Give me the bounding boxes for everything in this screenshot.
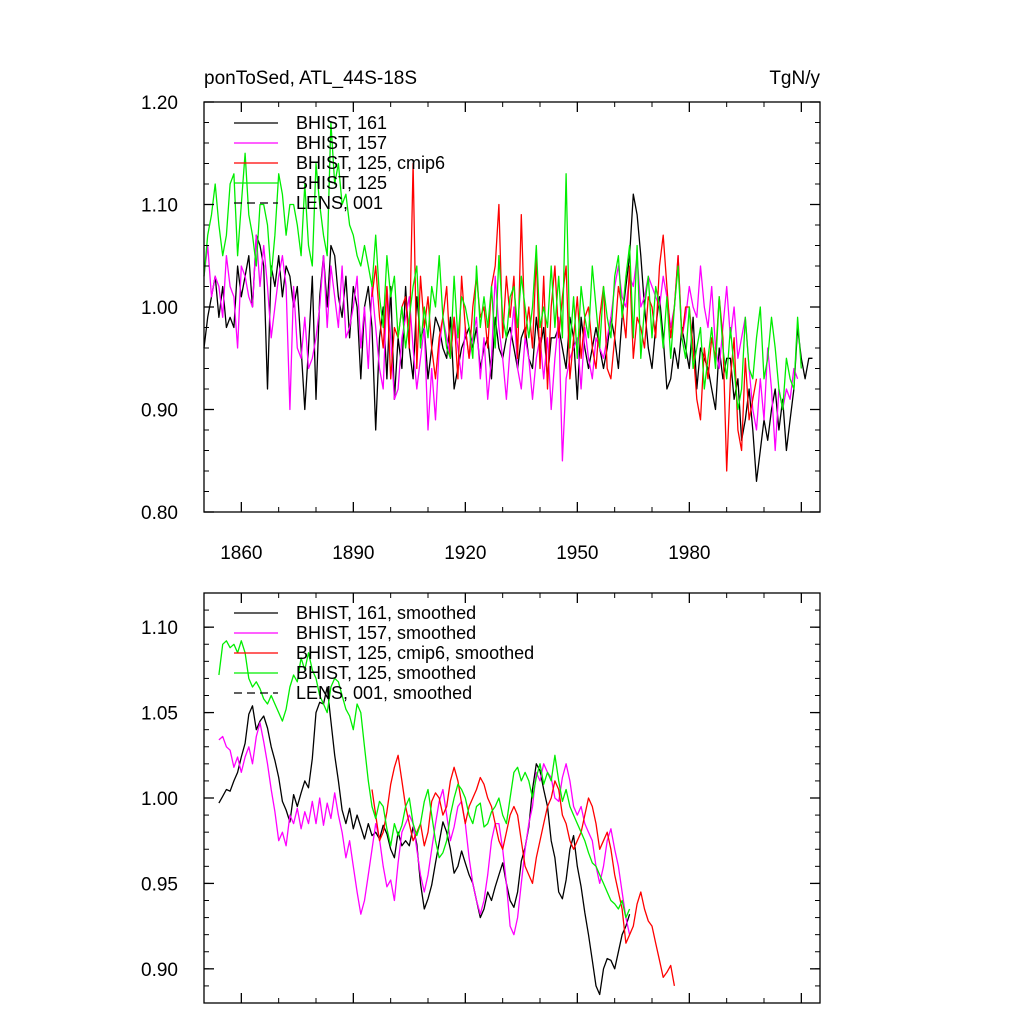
y-tick-label: 1.20 — [141, 93, 178, 114]
y-tick-label: 1.05 — [141, 704, 178, 725]
legend-label: BHIST, 161, smoothed — [296, 603, 476, 623]
legend-label: LENS, 001, smoothed — [296, 683, 472, 703]
x-tick-label: 1980 — [668, 543, 710, 564]
series-line-2 — [371, 754, 676, 987]
legend-label: BHIST, 125, cmip6, smoothed — [296, 643, 534, 663]
axes: 0.80 0.90 1.00 1.10 1.20 1860 1890 1920 1950 1980 — [141, 93, 821, 564]
x-tick-label: 1950 — [556, 543, 598, 564]
y-tick-label: 0.90 — [141, 401, 178, 422]
top-panel: ponToSed, ATL_44S-18S TgN/y 0.80 0.90 1.00… — [141, 68, 821, 564]
x-tick-label: 1920 — [444, 543, 486, 564]
legend-label: BHIST, 157 — [296, 133, 387, 153]
legend-label: BHIST, 161 — [296, 113, 387, 133]
y-tick-label: 1.10 — [141, 196, 178, 217]
axes: 0.90 0.95 1.00 1.05 1.10 — [141, 592, 821, 1004]
legend-label: BHIST, 125, cmip6 — [296, 153, 445, 173]
units-label: TgN/y — [769, 68, 820, 89]
panel-title: ponToSed, ATL_44S-18S — [204, 68, 417, 89]
x-tick-label: 1890 — [332, 543, 374, 564]
y-tick-label: 1.00 — [141, 298, 178, 319]
x-tick-label: 1860 — [220, 543, 262, 564]
series-lines — [203, 121, 813, 482]
y-tick-label: 1.00 — [141, 789, 178, 810]
y-tick-label: 1.10 — [141, 618, 178, 639]
series-line-0 — [203, 193, 813, 482]
bottom-panel: 0.90 0.95 1.00 1.05 1.10 BHIST, 161, smoothe… — [141, 592, 821, 1004]
series-line-1 — [218, 722, 631, 936]
series-line-0 — [218, 686, 631, 996]
series-line-1 — [203, 234, 799, 462]
y-tick-label: 0.80 — [141, 503, 178, 524]
series-lines — [218, 640, 676, 996]
series-line-3 — [218, 640, 631, 919]
y-tick-label: 0.95 — [141, 874, 178, 895]
y-tick-label: 0.90 — [141, 960, 178, 981]
legend-label: BHIST, 157, smoothed — [296, 623, 476, 643]
legend-label: BHIST, 125, smoothed — [296, 663, 476, 683]
series-line-3 — [203, 121, 802, 411]
legend-label: BHIST, 125 — [296, 173, 387, 193]
legend-label: LENS, 001 — [296, 193, 383, 213]
